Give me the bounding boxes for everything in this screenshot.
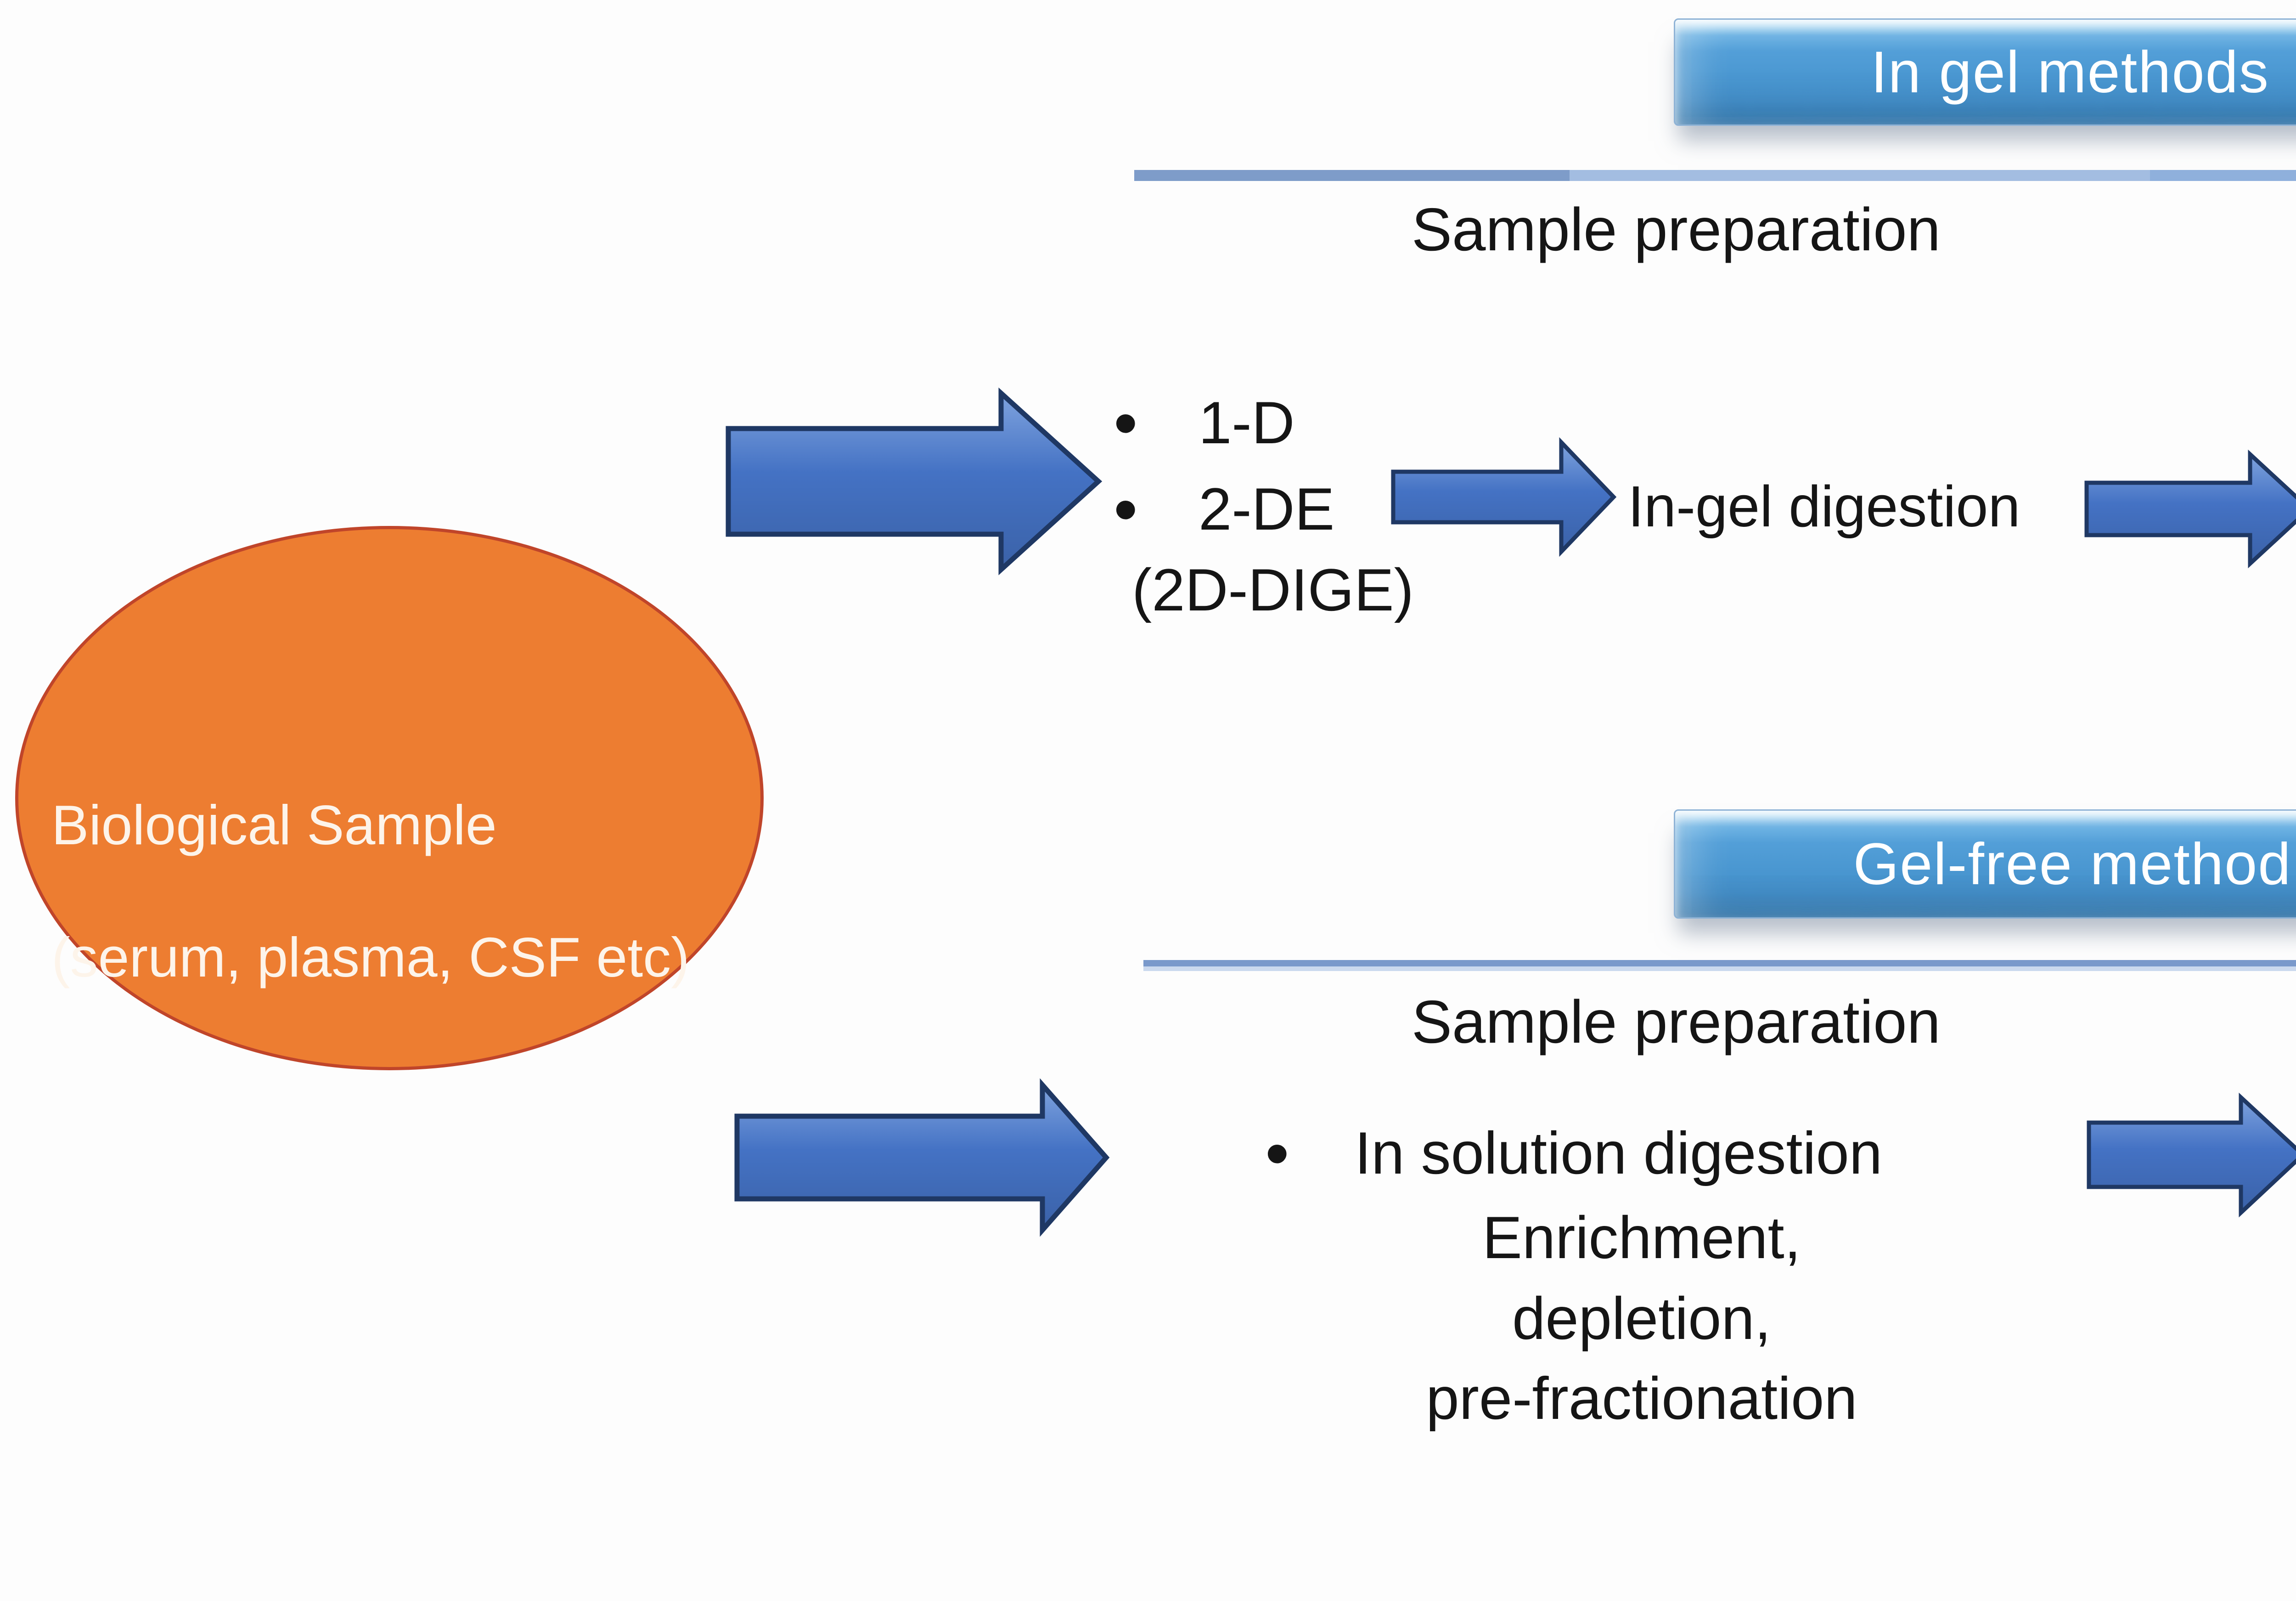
gel-free-sample-prep-header: Sample preparation bbox=[1411, 988, 1941, 1056]
bullet-icon bbox=[1265, 1118, 1293, 1187]
in-gel-methods-banner: In gel methods bbox=[1674, 18, 2296, 126]
in-gel-section-divider bbox=[1134, 170, 2296, 181]
gel-free-section-divider bbox=[1143, 960, 2296, 971]
arrow-to-gelfree-ms-icon bbox=[2087, 1092, 2296, 1218]
biological-sample-ellipse bbox=[15, 526, 764, 1070]
gel-free-prep-line: depletion, bbox=[1512, 1285, 1771, 1352]
in-gel-sample-prep-header: Sample preparation bbox=[1411, 196, 1941, 263]
arrow-to-ms-icon bbox=[2084, 449, 2296, 569]
in-gel-banner-label: In gel methods bbox=[1871, 39, 2269, 105]
biological-sample-line2: (serum, plasma, CSF etc) bbox=[51, 926, 690, 988]
bullet-icon bbox=[1114, 388, 1141, 457]
gel-list-item: 2-DE bbox=[1199, 475, 1335, 542]
arrow-sample-to-gelfree-icon bbox=[734, 1078, 1110, 1237]
gel-free-prep-line: Enrichment, bbox=[1482, 1204, 1801, 1271]
gel-list-item: 1-D bbox=[1199, 389, 1295, 456]
bullet-icon bbox=[1114, 474, 1141, 543]
gel-free-method-banner: Gel-free method bbox=[1674, 809, 2296, 919]
biological-sample-label: Biological Sample (serum, plasma, CSF et… bbox=[51, 759, 690, 1023]
arrow-to-digestion-icon bbox=[1391, 437, 1617, 557]
in-gel-digestion-label: In-gel digestion bbox=[1628, 474, 2020, 539]
biological-sample-line1: Biological Sample bbox=[51, 794, 497, 856]
gel-free-ms-analysis-header: MS analysis bbox=[2232, 990, 2296, 1059]
gel-free-prep-line: pre-fractionation bbox=[1426, 1365, 1857, 1432]
gel-list-note: (2D-DIGE) bbox=[1132, 556, 1414, 623]
gel-free-banner-label: Gel-free method bbox=[1853, 831, 2292, 897]
in-gel-ms-analysis-header: MS analysis bbox=[2223, 202, 2296, 271]
gel-free-prep-item: In solution digestion bbox=[1355, 1119, 1883, 1186]
arrow-sample-to-gel-icon bbox=[726, 387, 1103, 576]
